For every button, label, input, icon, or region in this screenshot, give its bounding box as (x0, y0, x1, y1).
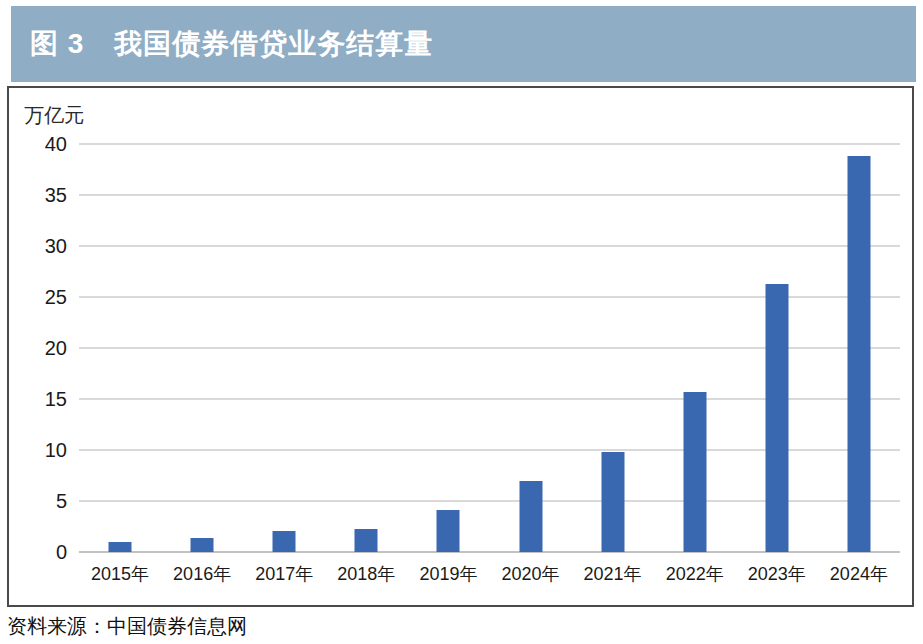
x-tick-2024年: 2024年 (818, 562, 900, 586)
bar-series (79, 144, 900, 552)
y-tick-30: 30 (9, 234, 67, 258)
y-tick-35: 35 (9, 183, 67, 207)
bar-2017年 (273, 531, 296, 552)
bar-slot-2022年 (654, 144, 736, 552)
y-tick-15: 15 (9, 387, 67, 411)
bar-2019年 (437, 510, 460, 552)
y-tick-10: 10 (9, 438, 67, 462)
x-axis-labels: 2015年2016年2017年2018年2019年2020年2021年2022年… (79, 562, 900, 586)
bar-2023年 (765, 284, 788, 552)
x-tick-2016年: 2016年 (161, 562, 243, 586)
y-tick-0: 0 (9, 540, 67, 564)
bar-slot-2018年 (325, 144, 407, 552)
x-tick-2018年: 2018年 (325, 562, 407, 586)
y-axis-unit-label: 万亿元 (24, 102, 84, 129)
bar-slot-2021年 (572, 144, 654, 552)
bar-2021年 (601, 452, 624, 552)
figure-number: 图 3 (30, 25, 84, 63)
x-tick-2023年: 2023年 (736, 562, 818, 586)
source-note: 资料来源：中国债券信息网 (7, 613, 247, 640)
bar-slot-2016年 (161, 144, 243, 552)
x-tick-2022年: 2022年 (654, 562, 736, 586)
x-tick-2021年: 2021年 (572, 562, 654, 586)
y-tick-20: 20 (9, 336, 67, 360)
bar-2015年 (109, 542, 132, 552)
x-tick-2019年: 2019年 (407, 562, 489, 586)
bar-2022年 (683, 392, 706, 552)
bar-2024年 (847, 156, 870, 552)
x-tick-2020年: 2020年 (489, 562, 571, 586)
bar-2016年 (191, 538, 214, 552)
bar-slot-2019年 (407, 144, 489, 552)
bar-slot-2015年 (79, 144, 161, 552)
x-tick-2015年: 2015年 (79, 562, 161, 586)
bar-slot-2023年 (736, 144, 818, 552)
bar-slot-2024年 (818, 144, 900, 552)
bar-slot-2020年 (489, 144, 571, 552)
bar-slot-2017年 (243, 144, 325, 552)
bar-2018年 (355, 529, 378, 552)
y-tick-40: 40 (9, 132, 67, 156)
y-tick-5: 5 (9, 489, 67, 513)
chart-panel: 万亿元 0 5 10 15 20 25 30 35 40 2015年2016年2017年2018… (7, 86, 914, 607)
y-axis-tick-labels: 0510152025303540 (9, 144, 67, 552)
y-tick-25: 25 (9, 285, 67, 309)
figure-page: 图 3 我国债券借贷业务结算量 万亿元 0 5 10 15 20 25 30 35 40 201… (0, 0, 923, 644)
figure-title: 我国债券借贷业务结算量 (114, 25, 433, 63)
bar-2020年 (519, 481, 542, 552)
figure-title-bar: 图 3 我国债券借贷业务结算量 (11, 6, 916, 82)
x-tick-2017年: 2017年 (243, 562, 325, 586)
plot-area (79, 144, 900, 552)
